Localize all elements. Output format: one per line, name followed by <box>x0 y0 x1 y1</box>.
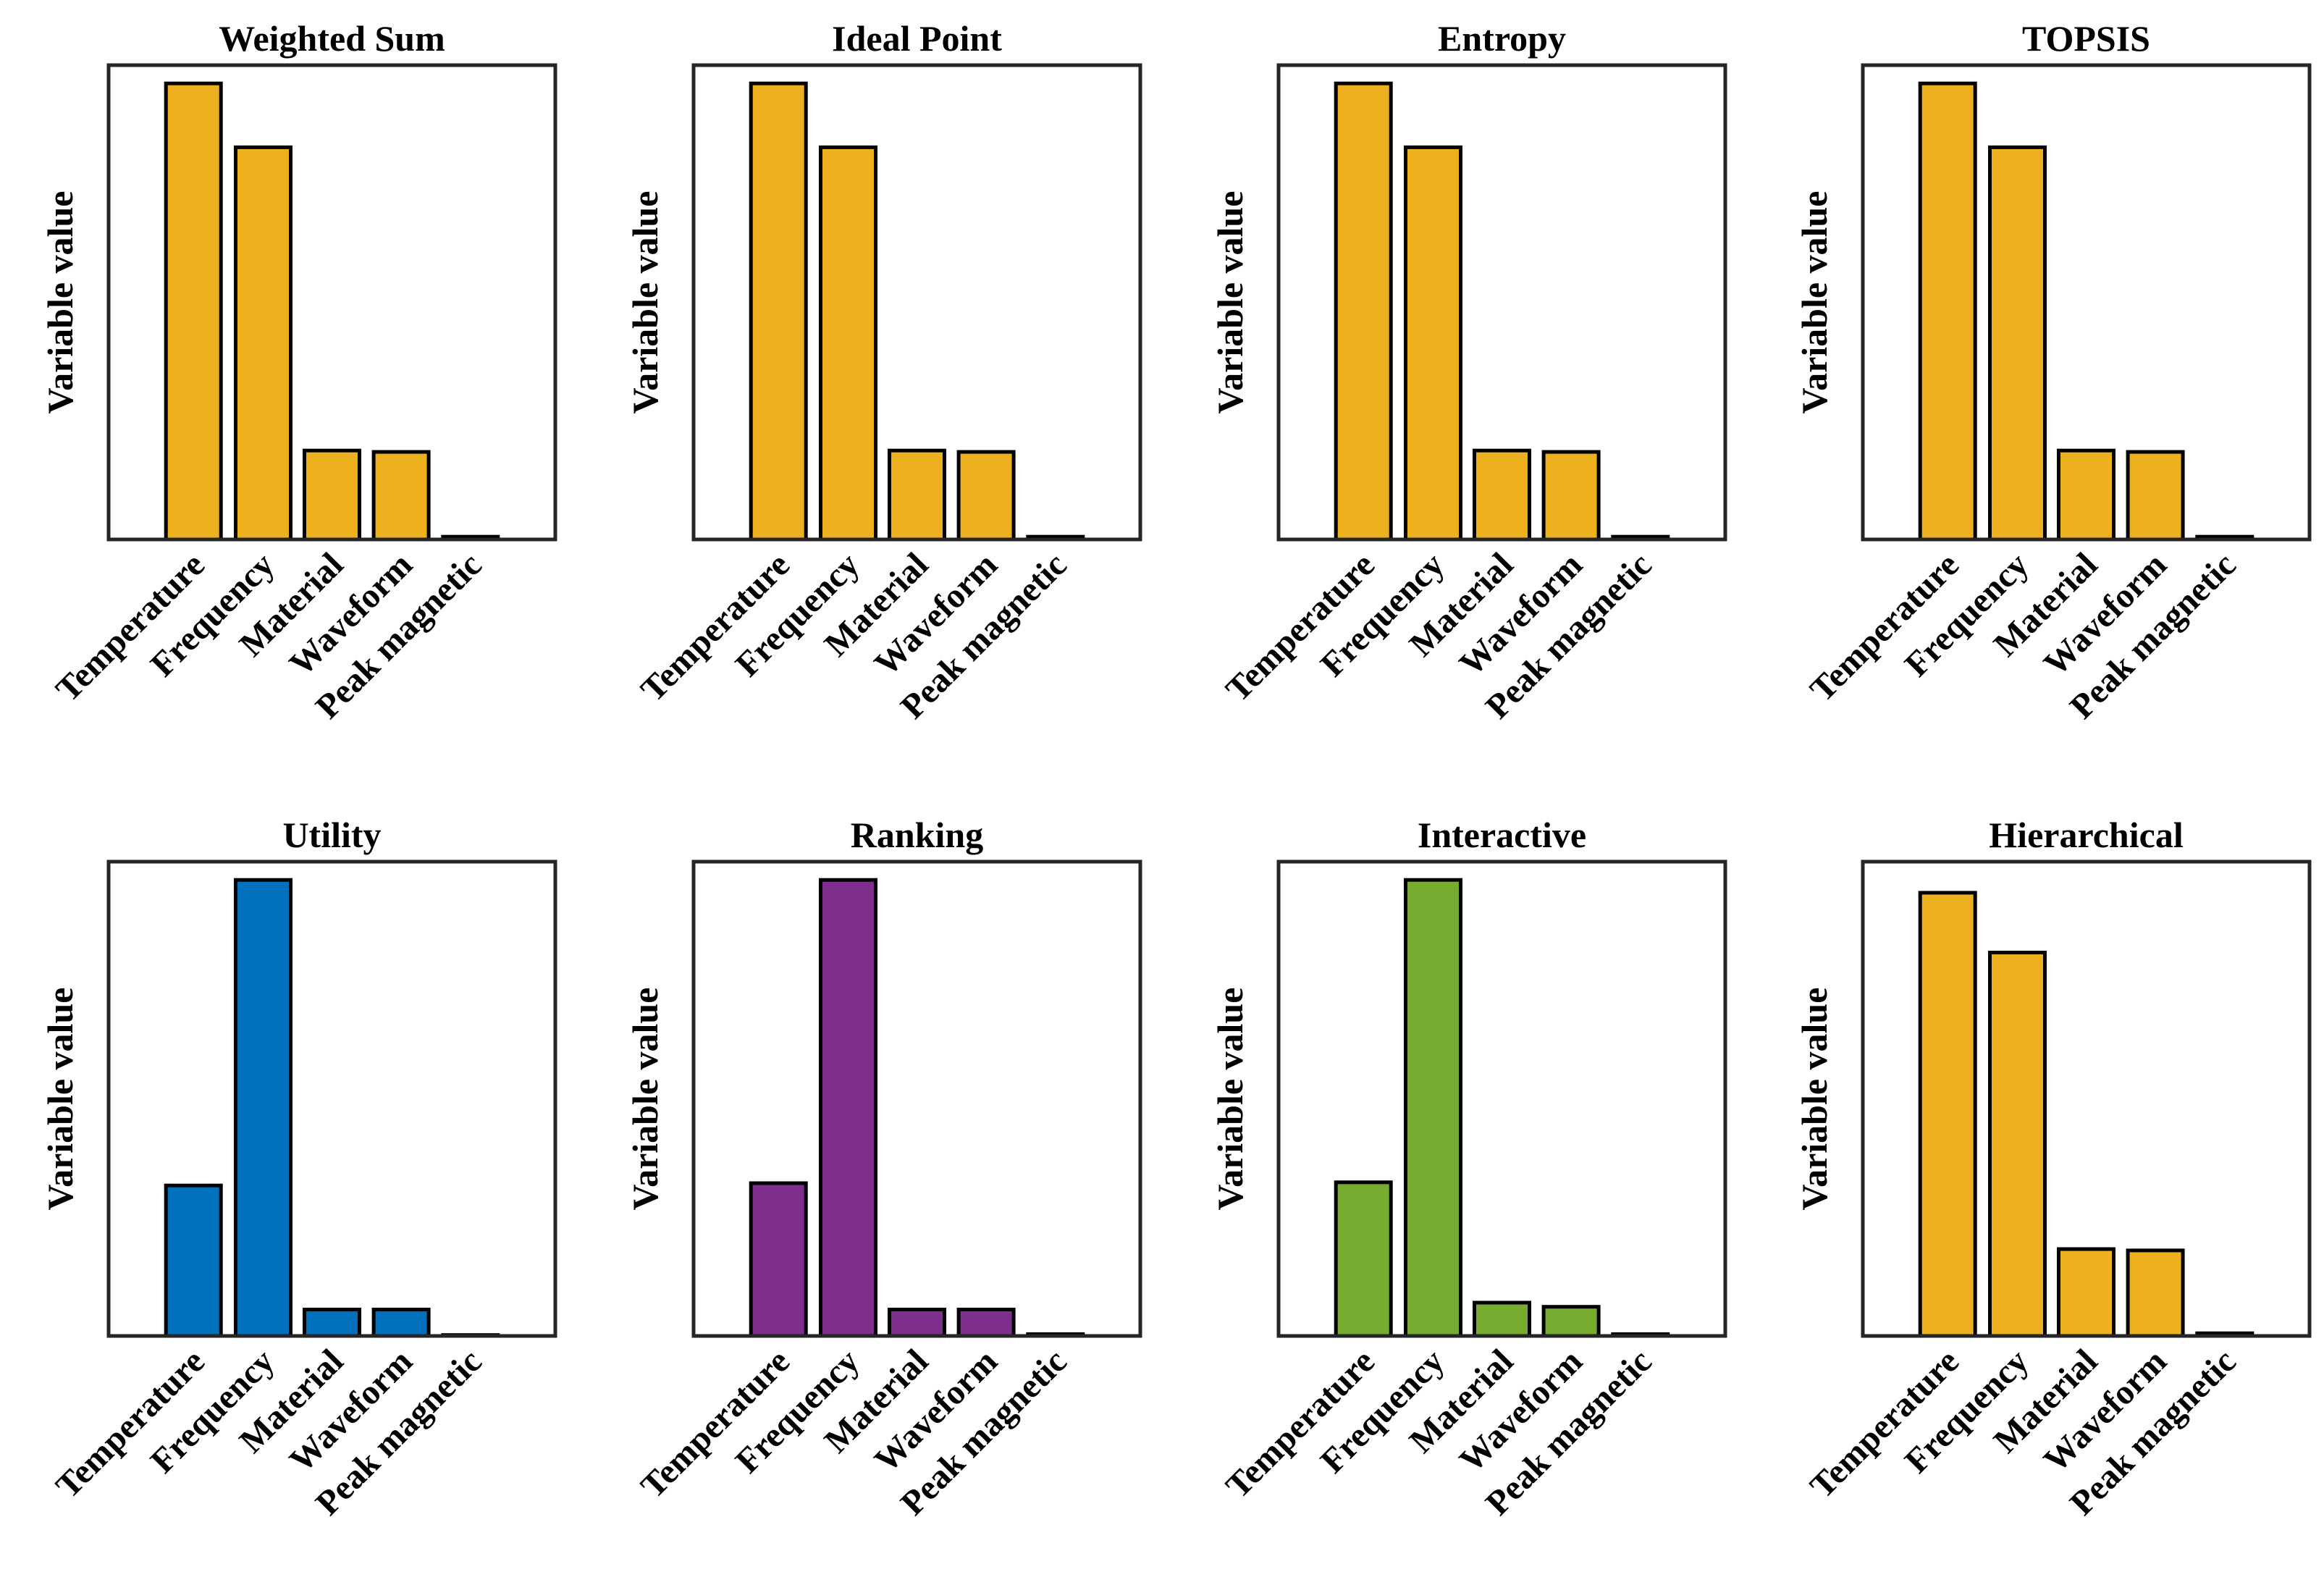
y-axis-label: Variable value <box>1210 988 1250 1211</box>
bar-material <box>888 1308 946 1338</box>
bar-waveform <box>371 1308 431 1338</box>
y-axis-label: Variable value <box>1210 191 1250 414</box>
bar-temperature <box>164 1183 223 1338</box>
axes-frame <box>1276 859 1727 1338</box>
bar-frequency <box>819 145 877 542</box>
chart-title: TOPSIS <box>2022 18 2150 59</box>
bar-temperature <box>749 1181 808 1338</box>
bar-temperature <box>164 81 223 542</box>
chart-title: Interactive <box>1418 815 1586 855</box>
axes-frame <box>691 63 1142 542</box>
chart-title: Ranking <box>851 815 983 855</box>
bar-frequency <box>1988 951 2047 1338</box>
bar-waveform <box>1541 1305 1601 1338</box>
axes-frame <box>1276 63 1727 542</box>
bar-material <box>1473 1300 1531 1338</box>
chart-title: Utility <box>282 815 381 855</box>
y-axis-label: Variable value <box>1794 988 1835 1211</box>
chart-title: Entropy <box>1438 18 1566 59</box>
y-axis-label: Variable value <box>1794 191 1835 414</box>
y-axis-label: Variable value <box>40 191 80 414</box>
chart-title: Hierarchical <box>1989 815 2184 855</box>
bar-material <box>303 448 361 542</box>
bar-temperature <box>1334 81 1393 542</box>
chart-title: Weighted Sum <box>219 18 445 59</box>
bar-material <box>1473 448 1531 542</box>
bar-frequency <box>1988 145 2047 542</box>
bar-frequency <box>819 878 877 1338</box>
bar-material <box>303 1308 361 1338</box>
bar-temperature <box>1918 891 1977 1338</box>
bar-material <box>2057 1247 2115 1338</box>
chart-title: Ideal Point <box>832 18 1002 59</box>
bar-waveform <box>2126 450 2185 542</box>
y-axis-label: Variable value <box>625 988 665 1211</box>
bar-waveform <box>1541 450 1601 542</box>
bar-waveform <box>956 1308 1016 1338</box>
axes-frame <box>106 63 557 542</box>
bar-frequency <box>234 145 292 542</box>
axes-frame <box>1861 859 2312 1338</box>
bar-frequency <box>234 878 292 1338</box>
bar-temperature <box>749 81 808 542</box>
y-axis-label: Variable value <box>40 988 80 1211</box>
bar-temperature <box>1334 1180 1393 1338</box>
axes-frame <box>1861 63 2312 542</box>
y-axis-label: Variable value <box>625 191 665 414</box>
bar-temperature <box>1918 81 1977 542</box>
bar-waveform <box>956 450 1016 542</box>
bar-frequency <box>1404 145 1462 542</box>
bar-waveform <box>371 450 431 542</box>
axes-frame <box>691 859 1142 1338</box>
axes-frame <box>106 859 557 1338</box>
bar-material <box>2057 448 2115 542</box>
bar-frequency <box>1404 878 1462 1338</box>
bar-material <box>888 448 946 542</box>
bar-waveform <box>2126 1248 2185 1338</box>
